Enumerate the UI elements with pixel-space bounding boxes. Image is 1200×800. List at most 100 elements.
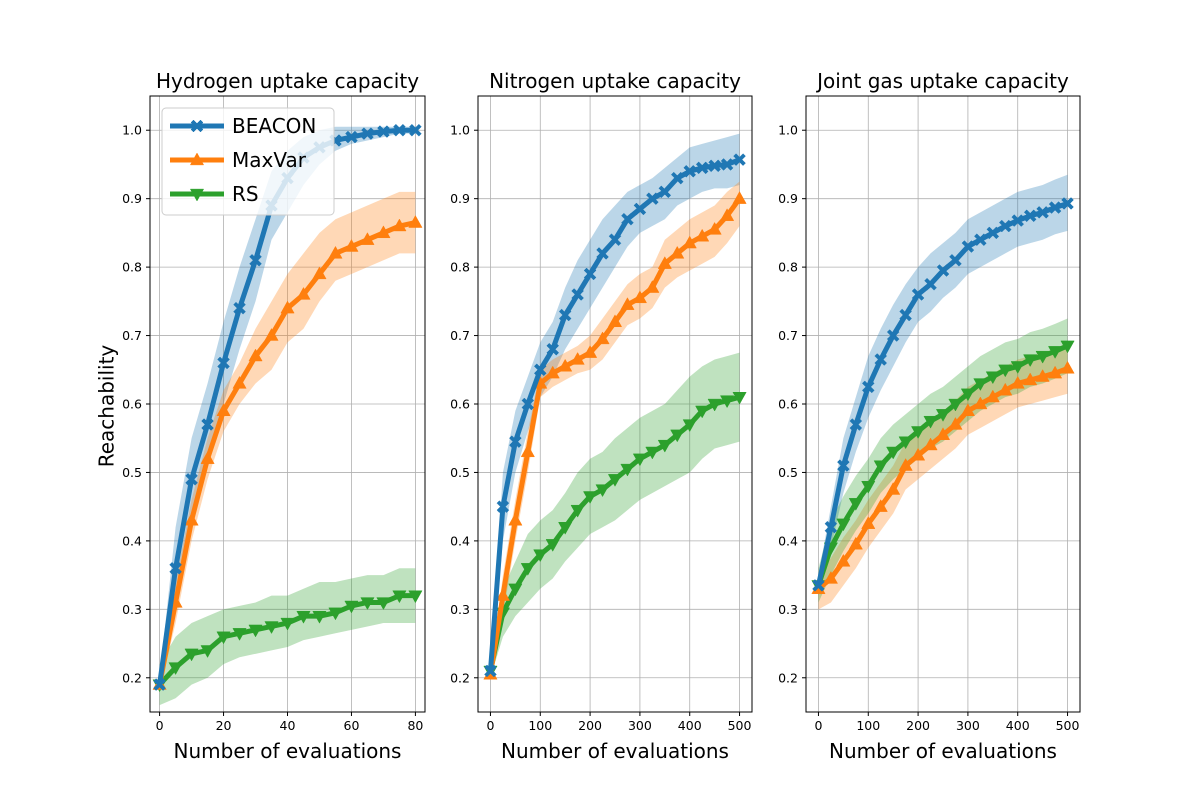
point-rs	[848, 498, 863, 511]
y-tick-label: 0.6	[122, 397, 142, 412]
y-tick-label: 0.8	[778, 260, 798, 275]
legend-marker-maxvar	[189, 152, 205, 166]
point-maxvar	[360, 232, 375, 245]
point-maxvar	[1060, 360, 1075, 374]
point-maxvar	[296, 286, 311, 300]
point-rs	[886, 446, 901, 460]
point-maxvar	[632, 290, 647, 304]
point-maxvar	[960, 403, 975, 416]
point-rs	[998, 364, 1013, 378]
point-maxvar	[376, 225, 391, 239]
point-beacon	[621, 212, 634, 226]
y-tick-label: 0.4	[778, 533, 798, 548]
point-beacon	[571, 288, 584, 301]
x-tick-label: 60	[344, 718, 360, 733]
point-beacon	[533, 363, 547, 377]
legend-marker-rs	[189, 188, 205, 202]
point-maxvar	[1023, 372, 1038, 386]
legend-label-beacon: BEACON	[232, 114, 316, 138]
point-beacon	[201, 418, 214, 431]
point-beacon	[683, 164, 697, 178]
point-maxvar	[607, 314, 623, 328]
point-maxvar	[392, 218, 407, 232]
legend-marker-beacon	[190, 119, 204, 133]
point-rs	[232, 628, 247, 641]
point-rs	[898, 436, 913, 450]
y-tick-label: 0.5	[122, 465, 142, 480]
point-beacon	[509, 435, 522, 448]
x-tick-label: 300	[628, 718, 652, 733]
point-rs	[732, 392, 747, 405]
y-tick-label: 1.0	[778, 123, 798, 138]
point-rs	[911, 426, 926, 439]
y-tick-label: 0.3	[450, 602, 470, 617]
point-rs	[296, 611, 311, 624]
point-rs	[533, 549, 548, 563]
point-beacon	[484, 664, 497, 678]
band-maxvar	[818, 342, 1068, 610]
x-tick-label: 500	[728, 718, 752, 733]
x-tick-label: 0	[486, 718, 494, 733]
point-rs	[392, 590, 407, 604]
point-beacon	[608, 233, 622, 247]
point-beacon	[546, 342, 560, 356]
y-tick-label: 0.4	[122, 533, 142, 548]
x-tick-label: 200	[578, 718, 602, 733]
y-tick-label: 0.4	[450, 533, 470, 548]
point-rs	[682, 419, 697, 433]
point-beacon	[185, 472, 198, 486]
y-tick-label: 0.7	[778, 328, 798, 343]
y-tick-label: 1.0	[450, 123, 470, 138]
x-tick-label: 20	[216, 718, 232, 733]
point-maxvar	[948, 417, 963, 430]
point-rs	[595, 484, 610, 498]
point-beacon	[596, 247, 609, 260]
point-beacon	[986, 226, 1000, 240]
point-maxvar	[886, 482, 901, 495]
point-beacon	[670, 171, 684, 185]
point-beacon	[658, 185, 672, 199]
point-rs	[632, 453, 647, 467]
x-tick-label: 40	[280, 718, 296, 733]
point-maxvar	[823, 571, 838, 584]
point-maxvar	[998, 382, 1013, 396]
point-beacon	[899, 308, 912, 322]
legend-label-maxvar: MaxVar	[232, 148, 307, 172]
point-rs	[620, 463, 635, 477]
plot-area	[483, 133, 747, 680]
point-beacon	[974, 233, 987, 247]
point-maxvar	[682, 235, 697, 249]
point-rs	[1023, 354, 1038, 368]
point-beacon	[646, 192, 659, 205]
point-rs	[216, 631, 231, 645]
point-maxvar	[836, 553, 851, 567]
point-maxvar	[280, 300, 295, 314]
x-axis-label: Number of evaluations	[174, 739, 402, 763]
y-tick-label: 0.3	[778, 602, 798, 617]
point-rs	[570, 504, 585, 518]
point-rs	[1048, 346, 1063, 359]
point-beacon	[849, 418, 863, 431]
panel-title: Hydrogen uptake capacity	[156, 69, 419, 93]
point-beacon	[169, 561, 182, 575]
point-maxvar	[657, 256, 672, 269]
point-beacon	[377, 125, 390, 138]
x-tick-label: 100	[856, 718, 880, 733]
point-rs	[583, 491, 598, 504]
point-maxvar	[973, 396, 988, 410]
x-tick-label: 200	[906, 718, 930, 733]
point-beacon	[861, 380, 875, 394]
point-maxvar	[248, 348, 263, 362]
y-tick-label: 0.3	[122, 602, 142, 617]
point-maxvar	[695, 228, 710, 242]
point-beacon	[409, 123, 422, 137]
point-maxvar	[620, 297, 635, 310]
y-tick-label: 0.5	[778, 465, 798, 480]
legend-box	[161, 107, 335, 216]
point-maxvar	[645, 280, 660, 293]
point-maxvar	[558, 358, 573, 372]
x-tick-label: 300	[956, 718, 980, 733]
point-beacon	[1023, 209, 1037, 223]
x-tick-label: 100	[528, 718, 552, 733]
point-beacon	[496, 500, 510, 513]
